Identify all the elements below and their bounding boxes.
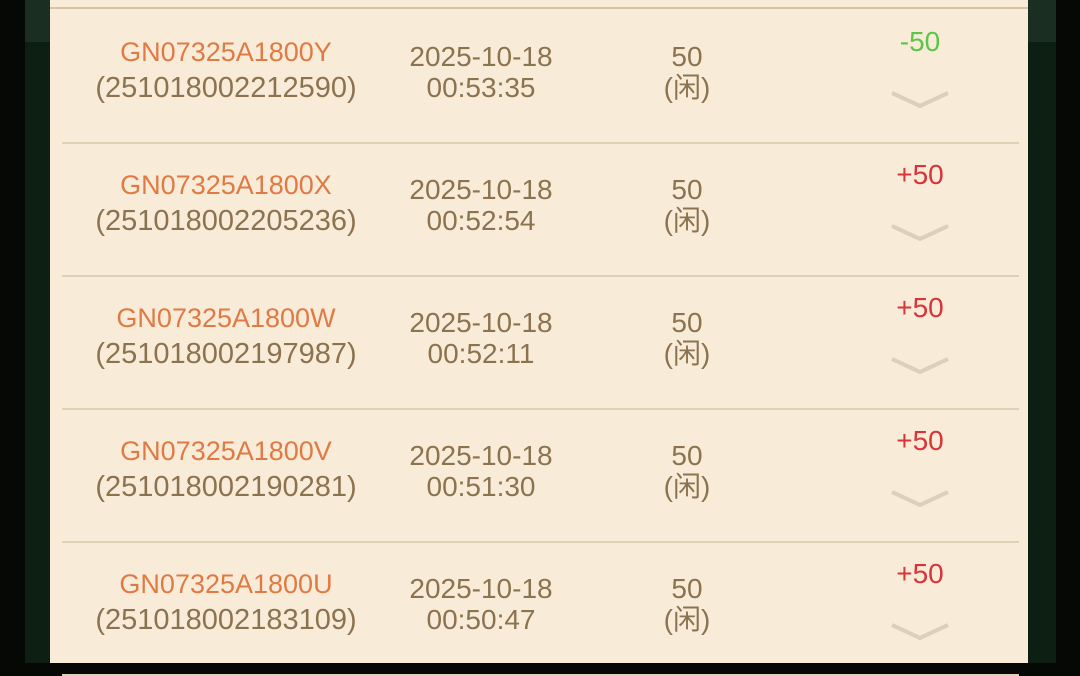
record-row[interactable]: GN07325A1800W (251018002197987) 2025-10-… [62, 275, 1019, 410]
chevron-down-icon[interactable] [890, 89, 950, 111]
bet-amount: 50 (闲) [632, 440, 742, 502]
record-row[interactable]: GN07325A1800X (251018002205236) 2025-10-… [62, 142, 1019, 277]
bet-date: 2025-10-18 [409, 307, 553, 338]
bet-time: 2025-10-18 00:51:30 [392, 440, 570, 502]
bet-side: (闲) [663, 338, 711, 369]
round-code: GN07325A1800V [120, 436, 332, 466]
round-code: GN07325A1800W [116, 303, 336, 333]
amount-value: 50 [671, 440, 703, 471]
amount-value: 50 [671, 573, 703, 604]
round-info: GN07325A1800U (251018002183109) [62, 567, 390, 639]
round-serial: (251018002212590) [95, 72, 357, 104]
win-loss: +50 [896, 292, 944, 323]
win-loss: +50 [896, 425, 944, 456]
round-info: GN07325A1800Y (251018002212590) [62, 35, 390, 107]
round-serial: (251018002183109) [95, 604, 357, 636]
bet-side: (闲) [663, 205, 711, 236]
win-loss: -50 [899, 26, 941, 57]
bet-side: (闲) [663, 471, 711, 502]
bet-clock: 00:50:47 [426, 604, 536, 635]
round-code: GN07325A1800Y [120, 37, 332, 67]
bet-time: 2025-10-18 00:50:47 [392, 573, 570, 635]
record-row[interactable]: GN07325A1800Y (251018002212590) 2025-10-… [62, 9, 1019, 144]
chevron-down-icon[interactable] [890, 488, 950, 510]
bet-time: 2025-10-18 00:52:54 [392, 174, 570, 236]
background-right-top [1024, 0, 1056, 42]
chevron-down-icon[interactable] [890, 355, 950, 377]
bet-clock: 00:53:35 [426, 72, 536, 103]
background-right [1024, 0, 1056, 663]
record-row[interactable]: GN07325A1800U (251018002183109) 2025-10-… [62, 541, 1019, 676]
round-code: GN07325A1800X [120, 170, 332, 200]
bet-clock: 00:51:30 [426, 471, 536, 502]
round-code: GN07325A1800U [119, 569, 333, 599]
bet-date: 2025-10-18 [409, 573, 553, 604]
bet-side: (闲) [663, 72, 711, 103]
bet-amount: 50 (闲) [632, 307, 742, 369]
bet-amount: 50 (闲) [632, 573, 742, 635]
divider [50, 7, 1028, 9]
round-serial: (251018002190281) [95, 471, 357, 503]
bet-date: 2025-10-18 [409, 440, 553, 471]
chevron-down-icon[interactable] [890, 621, 950, 643]
win-loss: +50 [896, 558, 944, 589]
bet-date: 2025-10-18 [409, 174, 553, 205]
amount-value: 50 [671, 307, 703, 338]
chevron-down-icon[interactable] [890, 222, 950, 244]
amount-value: 50 [671, 174, 703, 205]
bet-records-list[interactable]: GN07325A1800Y (251018002212590) 2025-10-… [50, 0, 1028, 676]
bet-side: (闲) [663, 604, 711, 635]
bet-clock: 00:52:11 [427, 338, 535, 369]
bet-time: 2025-10-18 00:52:11 [392, 307, 570, 369]
record-row[interactable]: GN07325A1800V (251018002190281) 2025-10-… [62, 408, 1019, 543]
bet-clock: 00:52:54 [426, 205, 536, 236]
bet-date: 2025-10-18 [409, 41, 553, 72]
round-info: GN07325A1800X (251018002205236) [62, 168, 390, 240]
bet-amount: 50 (闲) [632, 174, 742, 236]
round-serial: (251018002205236) [95, 205, 357, 237]
win-loss: +50 [896, 159, 944, 190]
round-info: GN07325A1800V (251018002190281) [62, 434, 390, 506]
bet-amount: 50 (闲) [632, 41, 742, 103]
round-serial: (251018002197987) [95, 338, 357, 370]
round-info: GN07325A1800W (251018002197987) [62, 301, 390, 373]
bet-time: 2025-10-18 00:53:35 [392, 41, 570, 103]
amount-value: 50 [671, 41, 703, 72]
